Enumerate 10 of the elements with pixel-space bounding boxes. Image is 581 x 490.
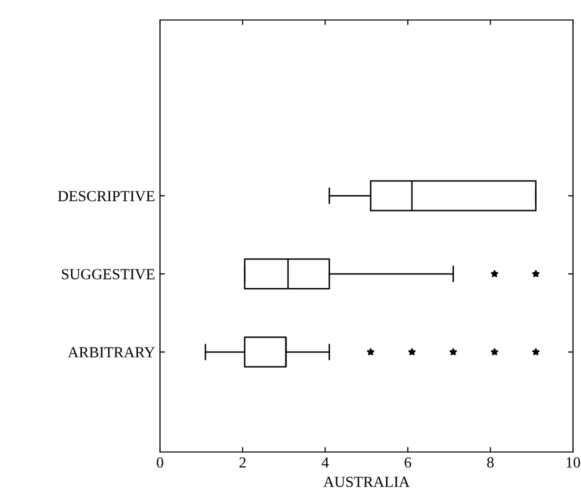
x-axis-title: AUSTRALIA (323, 476, 410, 488)
x-tick-label: 8 (487, 457, 494, 468)
y-tick-label: DESCRIPTIVE (58, 190, 154, 202)
x-tick-label: 10 (566, 457, 580, 468)
x-tick-label: 6 (404, 457, 412, 468)
x-tick-label: 0 (156, 457, 164, 468)
x-tick-label: 4 (322, 457, 329, 468)
y-tick-label: ARBITRARY (68, 347, 155, 358)
y-tick-label: SUGGESTIVE (62, 269, 154, 280)
x-tick-label: 2 (239, 457, 246, 468)
